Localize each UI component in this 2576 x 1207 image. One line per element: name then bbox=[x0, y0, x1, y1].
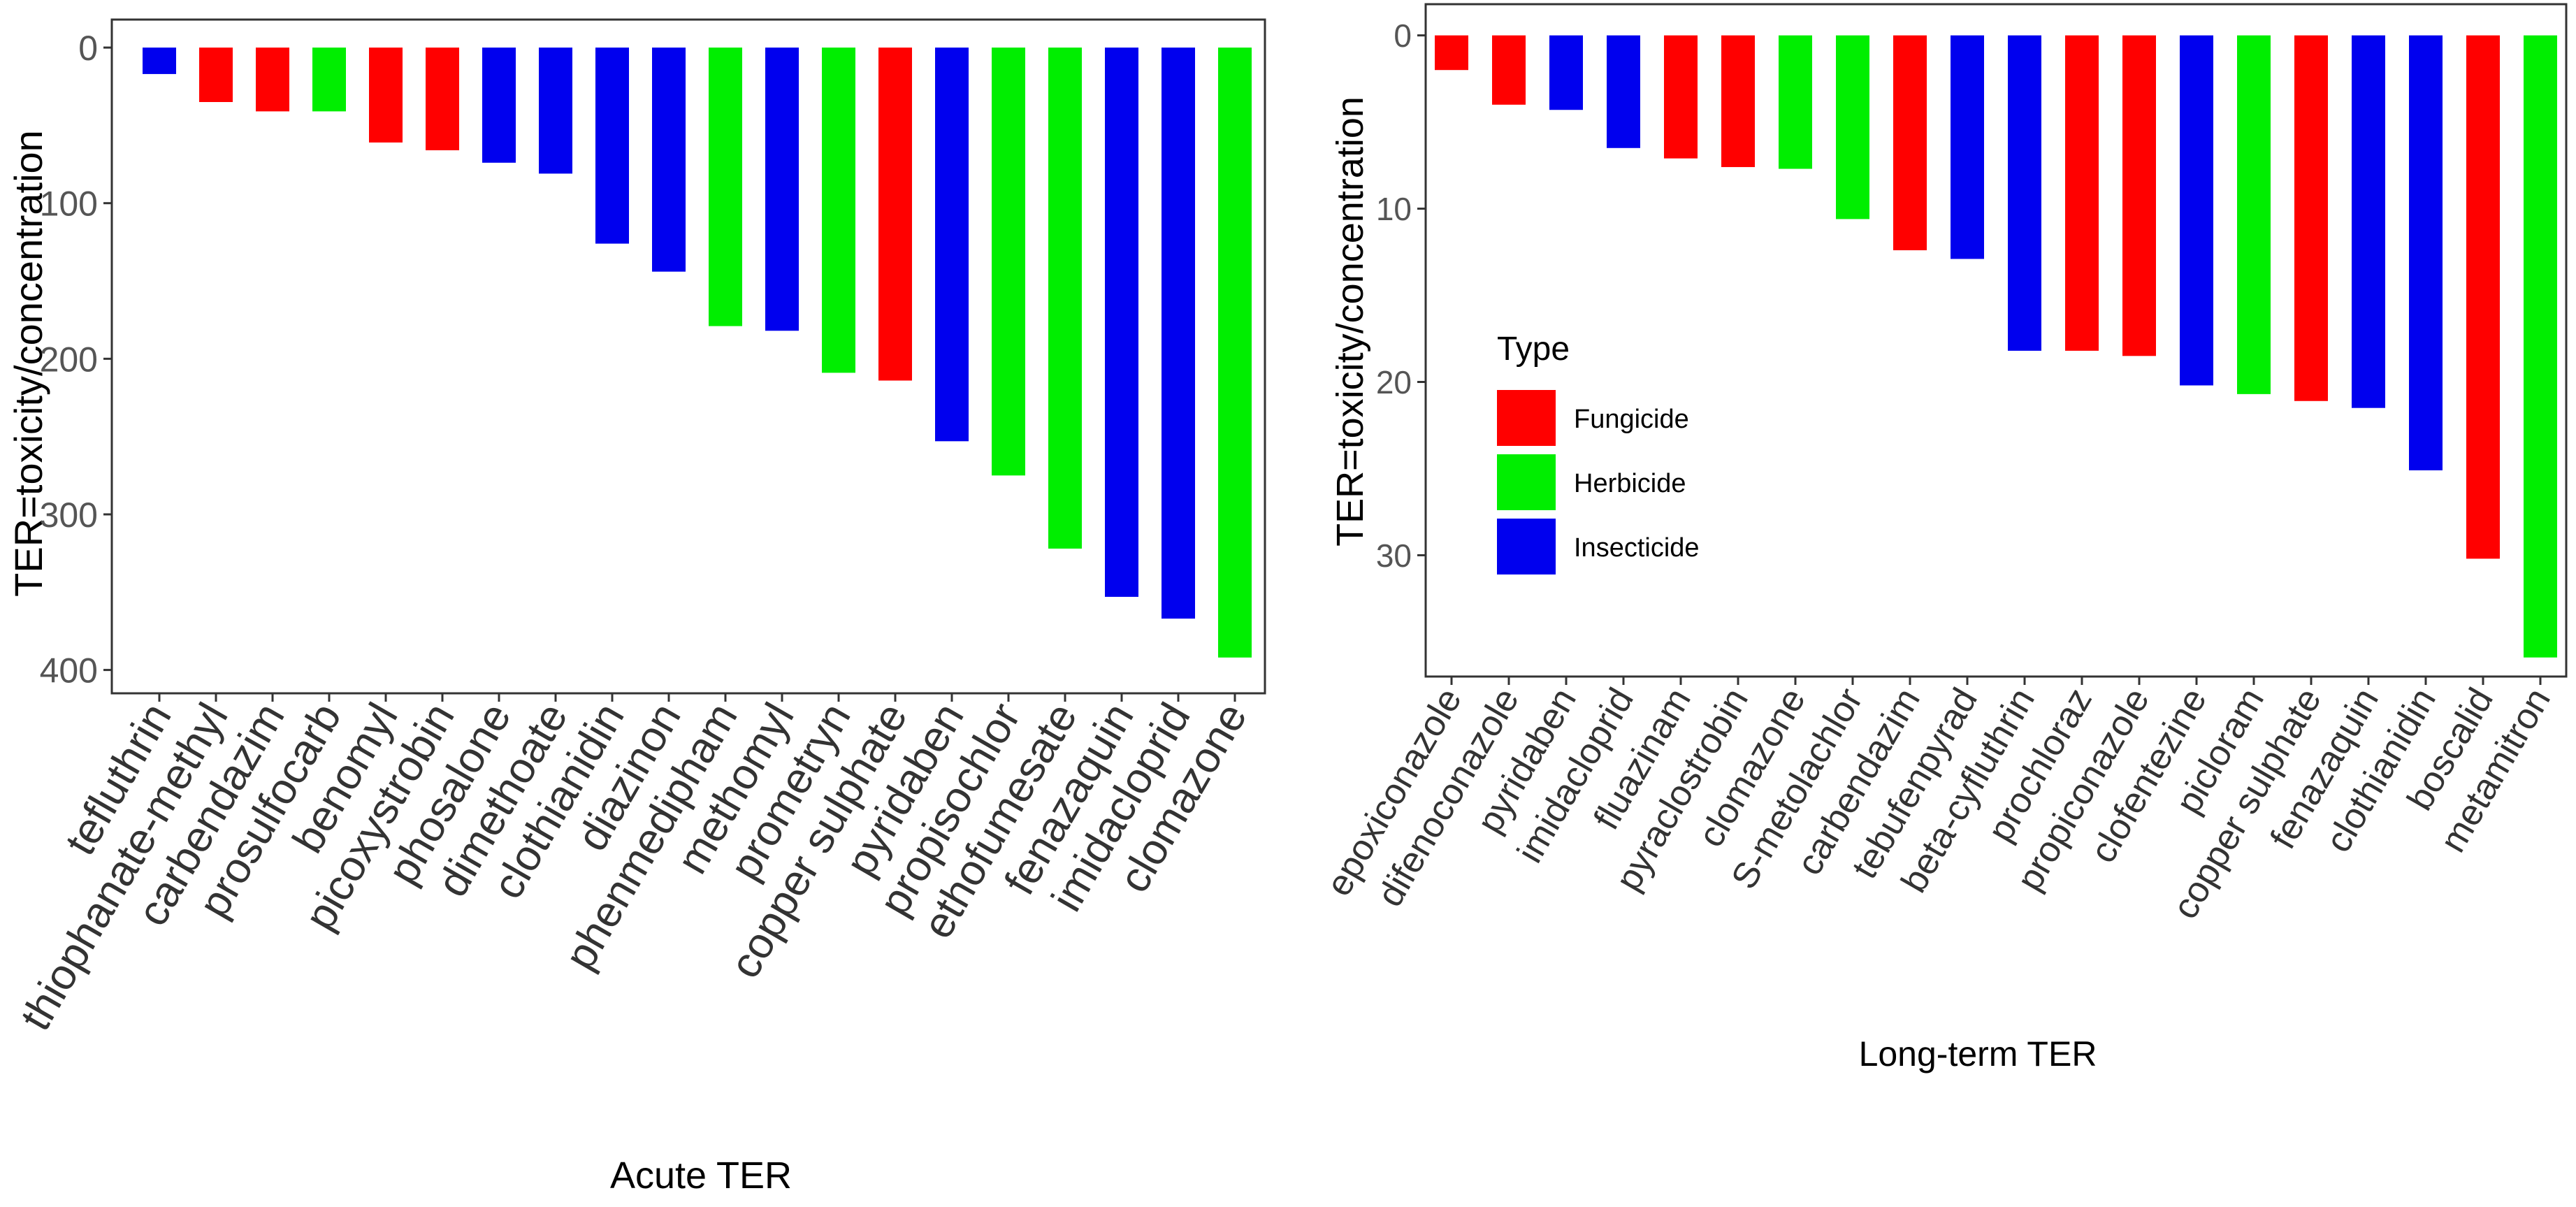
long-term-ter-chart: TER=toxicity/concentration Long-term TER… bbox=[1319, 3, 2568, 1074]
longterm-bar-tebufenpyrad bbox=[1951, 35, 1984, 259]
legend-key-fungicide bbox=[1497, 390, 1556, 446]
acute-y-axis-title: TER=toxicity/concentration bbox=[6, 130, 50, 597]
acute-bar-dimethoate bbox=[539, 48, 572, 174]
longterm-bar-difenoconazole bbox=[1492, 35, 1526, 105]
longterm-bar-fenazaquin bbox=[2352, 35, 2385, 408]
longterm-bar-propiconazole bbox=[2122, 35, 2156, 356]
acute-bar-clothianidin bbox=[595, 48, 629, 244]
longterm-bar-beta-cyfluthrin bbox=[2008, 35, 2041, 351]
longterm-y-tick-label: 30 bbox=[1376, 537, 1412, 574]
acute-y-tick-label: 200 bbox=[40, 340, 98, 379]
legend: Type Fungicide Herbicide Insecticide bbox=[1497, 331, 1700, 574]
legend-label-herbicide: Herbicide bbox=[1574, 469, 1686, 498]
acute-bar-pyridaben bbox=[935, 48, 969, 442]
longterm-bar-pyridaben bbox=[1549, 35, 1583, 110]
acute-bar-thiophanate-methyl bbox=[199, 48, 233, 102]
longterm-bar-carbendazim bbox=[1893, 35, 1927, 251]
acute-y-tick-label: 0 bbox=[78, 29, 98, 68]
acute-y-tick-label: 300 bbox=[40, 496, 98, 535]
acute-bar-diazinon bbox=[652, 48, 686, 272]
legend-title: Type bbox=[1497, 331, 1570, 368]
longterm-y-tick-label: 10 bbox=[1376, 191, 1412, 227]
acute-bar-methomyl bbox=[765, 48, 799, 331]
acute-bar-phosalone bbox=[482, 48, 516, 163]
longterm-bar-picloram bbox=[2237, 35, 2271, 394]
longterm-y-tick-label: 0 bbox=[1394, 17, 1412, 54]
acute-ter-chart: TER=toxicity/concentration Acute TER 0 10… bbox=[6, 18, 1266, 1197]
legend-key-herbicide bbox=[1497, 454, 1556, 510]
acute-bar-phenmedipham bbox=[709, 48, 742, 326]
longterm-bar-clothianidin bbox=[2409, 35, 2443, 470]
longterm-bar-clofentezine bbox=[2180, 35, 2213, 386]
longterm-y-axis-title: TER=toxicity/concentration bbox=[1329, 96, 1371, 547]
longterm-bar-prochloraz bbox=[2065, 35, 2099, 351]
longterm-bar-clomazone bbox=[1779, 35, 1812, 169]
acute-bar-propisochlor bbox=[992, 48, 1025, 476]
acute-bar-prosulfocarb bbox=[312, 48, 346, 112]
acute-y-tick-label: 400 bbox=[40, 651, 98, 691]
longterm-bar-imidacloprid bbox=[1607, 35, 1640, 148]
legend-label-insecticide: Insecticide bbox=[1574, 533, 1700, 563]
longterm-bar-s-metolachlor bbox=[1836, 35, 1869, 219]
acute-bar-copper-sulphate bbox=[878, 48, 912, 381]
acute-bar-benomyl bbox=[369, 48, 403, 143]
longterm-bar-metamitron bbox=[2524, 35, 2557, 658]
legend-key-insecticide bbox=[1497, 519, 1556, 574]
longterm-bar-fluazinam bbox=[1664, 35, 1698, 159]
acute-bar-tefluthrin bbox=[143, 48, 176, 74]
longterm-plot-frame bbox=[1424, 3, 2568, 678]
longterm-x-axis-title: Long-term TER bbox=[1859, 1034, 2097, 1074]
acute-plot-frame bbox=[110, 18, 1266, 695]
acute-y-tick-label: 100 bbox=[40, 185, 98, 224]
longterm-bar-boscalid bbox=[2466, 35, 2500, 559]
longterm-bar-pyraclostrobin bbox=[1721, 35, 1755, 168]
acute-bar-clomazone bbox=[1218, 48, 1252, 658]
acute-bar-carbendazim bbox=[256, 48, 289, 112]
acute-x-axis-title: Acute TER bbox=[610, 1155, 792, 1197]
longterm-bar-copper-sulphate bbox=[2294, 35, 2328, 401]
longterm-y-tick-label: 20 bbox=[1376, 364, 1412, 400]
acute-bar-ethofumesate bbox=[1048, 48, 1082, 549]
acute-bar-fenazaquin bbox=[1105, 48, 1138, 597]
acute-bar-prometryn bbox=[822, 48, 855, 373]
acute-bar-picoxystrobin bbox=[426, 48, 459, 151]
longterm-bar-epoxiconazole bbox=[1435, 35, 1468, 71]
acute-bar-imidacloprid bbox=[1162, 48, 1195, 619]
legend-label-fungicide: Fungicide bbox=[1574, 405, 1689, 434]
